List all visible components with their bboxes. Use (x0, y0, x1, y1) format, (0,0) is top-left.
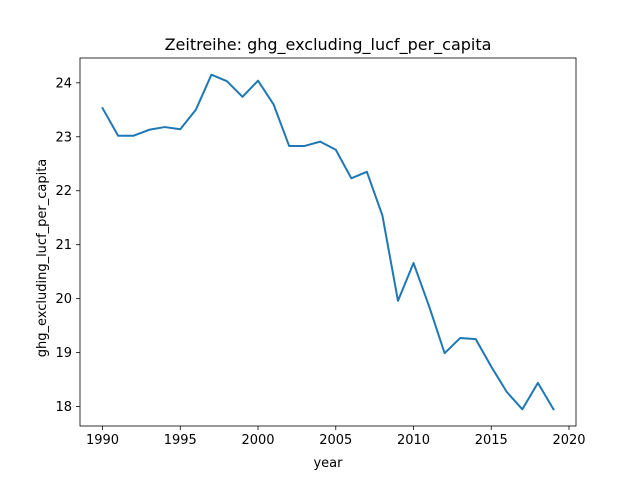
y-tick-label: 24 (55, 76, 72, 91)
y-tick-label: 19 (55, 346, 72, 361)
plot-area: 1990 1995 2000 2005 2010 2015 2020 18 19 20 21 22 23… (55, 57, 586, 448)
series-line (101, 73, 555, 411)
chart-title: Zeitreihe: ghg_excluding_lucf_per_capita (165, 35, 492, 55)
y-tick-label: 20 (55, 292, 72, 307)
x-tick-label: 2020 (552, 433, 585, 448)
x-tick-label: 1990 (86, 433, 119, 448)
y-tick-label: 23 (55, 130, 72, 145)
x-tick-label: 2000 (241, 433, 274, 448)
x-tick-label: 1995 (164, 433, 197, 448)
plot-frame (79, 57, 577, 427)
x-tick-label: 2010 (397, 433, 430, 448)
y-tick-label: 18 (55, 400, 72, 415)
x-tick-label: 2005 (319, 433, 352, 448)
y-tick-label: 22 (55, 184, 72, 199)
y-tick-label: 21 (55, 238, 72, 253)
x-axis-label: year (313, 456, 343, 471)
x-tick-label: 2015 (475, 433, 508, 448)
y-axis-label: ghg_excluding_lucf_per_capita (35, 159, 50, 358)
